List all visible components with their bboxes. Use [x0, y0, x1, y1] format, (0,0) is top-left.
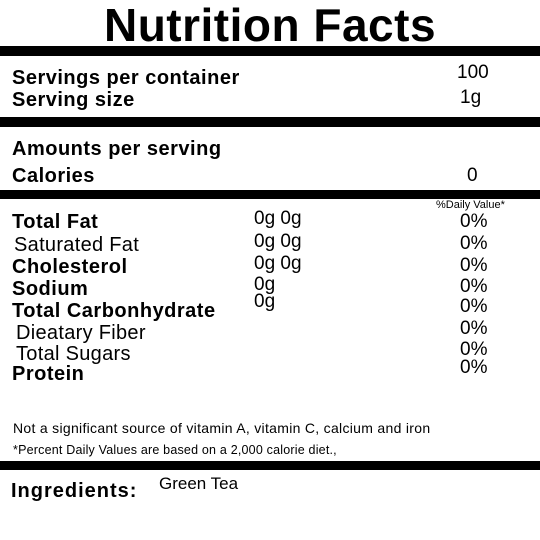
nutrient-daily-value: 0% [460, 233, 488, 254]
nutrient-label: Total Fat [12, 211, 99, 233]
nutrient-daily-value: 0% [460, 339, 488, 360]
vitamins-footnote: Not a significant source of vitamin A, v… [13, 420, 431, 436]
nutrient-amount: 0g 0g [254, 253, 302, 274]
nutrient-label: Dieatary Fiber [16, 322, 146, 344]
divider-thick [0, 190, 540, 199]
nutrient-label: Sodium [12, 278, 89, 300]
calories-label: Calories [12, 165, 95, 187]
nutrient-daily-value: 0% [460, 357, 488, 378]
daily-values-footnote: *Percent Daily Values are based on a 2,0… [13, 443, 337, 457]
nutrient-label: Saturated Fat [14, 234, 140, 256]
nutrient-amount: 0g 0g [254, 231, 302, 252]
nutrient-daily-value: 0% [460, 211, 488, 232]
nutrient-daily-value: 0% [460, 276, 488, 297]
amounts-per-serving-heading: Amounts per serving [12, 138, 222, 160]
daily-value-header: %Daily Value* [436, 199, 505, 211]
divider-thick [0, 46, 540, 56]
page-title: Nutrition Facts [103, 0, 437, 51]
serving-size-value: 1g [460, 87, 482, 108]
nutrient-label: Cholesterol [12, 256, 128, 278]
nutrient-daily-value: 0% [460, 255, 488, 276]
nutrient-daily-value: 0% [460, 318, 488, 339]
nutrient-amount: 0g 0g [254, 208, 302, 229]
serving-size-label: Serving size [12, 89, 135, 111]
divider-thick [0, 461, 540, 470]
nutrient-label: Total Sugars [16, 343, 131, 365]
nutrient-amount: 0g [254, 291, 276, 312]
ingredients-value: Green Tea [159, 474, 239, 493]
divider-thick [0, 117, 540, 127]
servings-per-container-label: Servings per container [12, 67, 240, 89]
calories-value: 0 [467, 165, 478, 186]
ingredients-label: Ingredients: [11, 480, 138, 502]
nutrient-label: Total Carbonhydrate [12, 300, 216, 322]
nutrient-daily-value: 0% [460, 296, 488, 317]
nutrient-amount: 0g [254, 274, 276, 295]
nutrient-label: Protein [12, 363, 85, 385]
servings-per-container-value: 100 [457, 62, 489, 83]
